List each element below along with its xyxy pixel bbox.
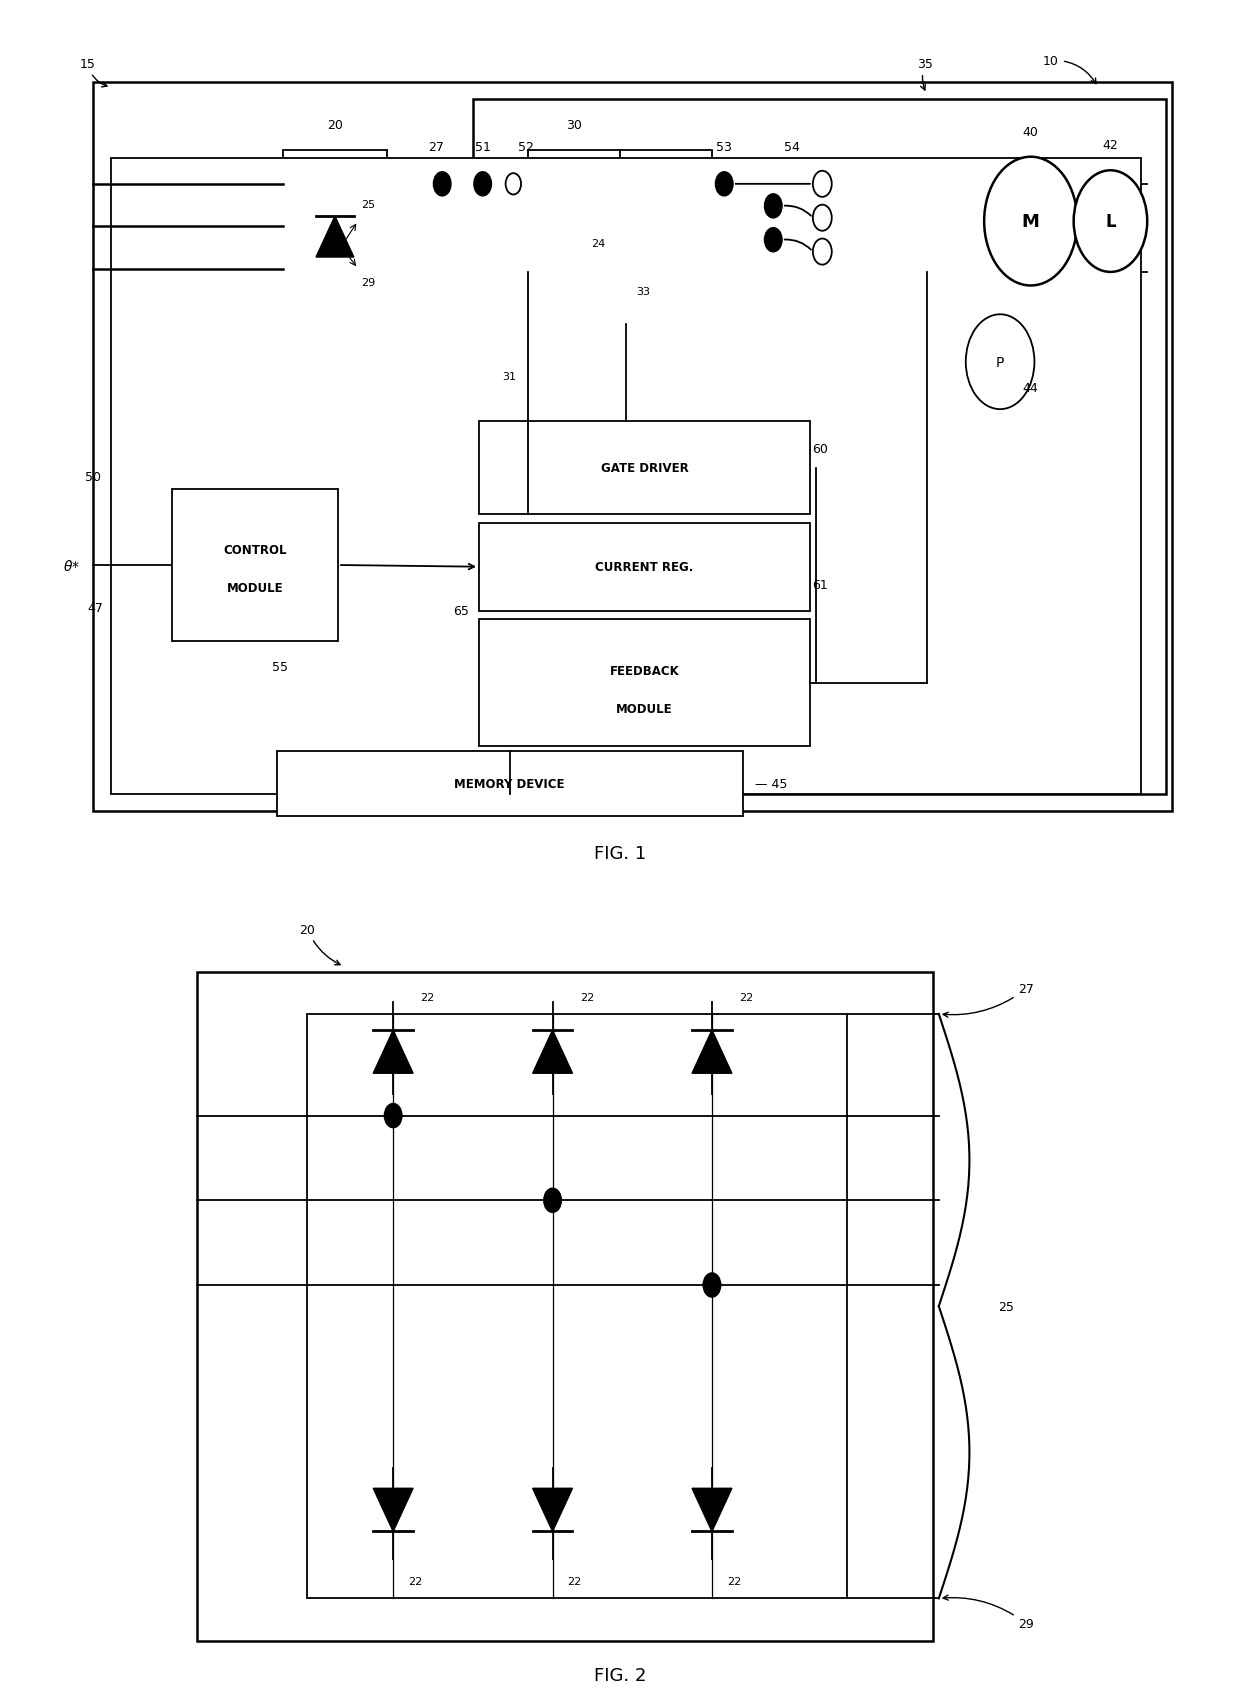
Circle shape: [715, 172, 733, 196]
Text: 15: 15: [79, 58, 107, 87]
Circle shape: [813, 205, 832, 232]
Text: 51: 51: [475, 142, 491, 154]
Text: FEEDBACK: FEEDBACK: [610, 664, 680, 678]
FancyBboxPatch shape: [93, 84, 1172, 811]
Text: MEMORY DEVICE: MEMORY DEVICE: [454, 778, 565, 790]
Text: 22: 22: [580, 992, 594, 1002]
Text: 27: 27: [944, 983, 1034, 1017]
Text: 47: 47: [87, 601, 103, 615]
Circle shape: [384, 1104, 402, 1128]
Text: 31: 31: [502, 372, 516, 382]
Circle shape: [1074, 171, 1147, 273]
Text: 54: 54: [784, 142, 800, 154]
Text: 22: 22: [568, 1577, 582, 1586]
Text: 20: 20: [299, 923, 340, 964]
Text: — 45: — 45: [755, 778, 787, 790]
Polygon shape: [533, 1031, 573, 1074]
Text: 22: 22: [739, 992, 754, 1002]
Circle shape: [703, 1273, 720, 1297]
Circle shape: [813, 239, 832, 266]
Circle shape: [506, 174, 521, 195]
FancyBboxPatch shape: [308, 1014, 847, 1598]
Text: 20: 20: [327, 119, 343, 131]
FancyBboxPatch shape: [479, 422, 810, 516]
Circle shape: [985, 157, 1078, 287]
Text: 53: 53: [717, 142, 732, 154]
Text: MODULE: MODULE: [227, 582, 284, 596]
Text: CONTROL: CONTROL: [223, 545, 286, 556]
FancyBboxPatch shape: [172, 490, 339, 642]
Text: 25: 25: [998, 1301, 1014, 1313]
Text: 22: 22: [420, 992, 435, 1002]
Text: 22: 22: [408, 1577, 423, 1586]
Text: M: M: [1022, 213, 1039, 230]
FancyBboxPatch shape: [479, 620, 810, 748]
Text: 55: 55: [272, 661, 288, 674]
Polygon shape: [692, 1489, 732, 1531]
Text: 29: 29: [361, 278, 376, 288]
FancyBboxPatch shape: [472, 101, 1166, 794]
Polygon shape: [533, 1489, 573, 1531]
FancyBboxPatch shape: [479, 524, 810, 611]
Text: P: P: [996, 355, 1004, 369]
Text: 30: 30: [567, 119, 582, 131]
FancyBboxPatch shape: [277, 751, 743, 816]
Text: 40: 40: [1023, 126, 1039, 138]
Text: 50: 50: [86, 471, 102, 483]
FancyBboxPatch shape: [620, 150, 712, 326]
Polygon shape: [316, 217, 353, 258]
Text: 60: 60: [812, 444, 828, 456]
Text: 22: 22: [727, 1577, 742, 1586]
Text: 29: 29: [944, 1596, 1034, 1630]
Circle shape: [434, 172, 451, 196]
Text: FIG. 1: FIG. 1: [594, 845, 646, 862]
Text: 33: 33: [636, 287, 650, 297]
Text: MODULE: MODULE: [616, 702, 673, 715]
Text: 27: 27: [428, 142, 444, 154]
FancyBboxPatch shape: [112, 159, 1141, 794]
Polygon shape: [373, 1031, 413, 1074]
Text: 44: 44: [1023, 381, 1039, 394]
Text: 61: 61: [812, 579, 828, 591]
Polygon shape: [692, 1031, 732, 1074]
Text: FIG. 2: FIG. 2: [594, 1666, 646, 1683]
Text: 10: 10: [1043, 55, 1096, 84]
Text: 25: 25: [361, 200, 376, 210]
Text: 65: 65: [454, 604, 469, 618]
Text: 35: 35: [916, 58, 932, 90]
Text: 42: 42: [1102, 140, 1118, 152]
Circle shape: [765, 195, 782, 218]
Text: L: L: [1105, 213, 1116, 230]
Circle shape: [765, 229, 782, 253]
FancyBboxPatch shape: [283, 150, 387, 321]
Circle shape: [544, 1188, 562, 1212]
Text: CURRENT REG.: CURRENT REG.: [595, 562, 693, 574]
Circle shape: [966, 316, 1034, 410]
Polygon shape: [373, 1489, 413, 1531]
FancyBboxPatch shape: [528, 150, 620, 321]
Text: 52: 52: [517, 142, 533, 154]
Circle shape: [474, 172, 491, 196]
FancyBboxPatch shape: [197, 971, 932, 1640]
Text: GATE DRIVER: GATE DRIVER: [600, 463, 688, 475]
Text: 24: 24: [591, 239, 606, 249]
Text: $\theta$*: $\theta$*: [63, 558, 81, 574]
Circle shape: [813, 172, 832, 198]
